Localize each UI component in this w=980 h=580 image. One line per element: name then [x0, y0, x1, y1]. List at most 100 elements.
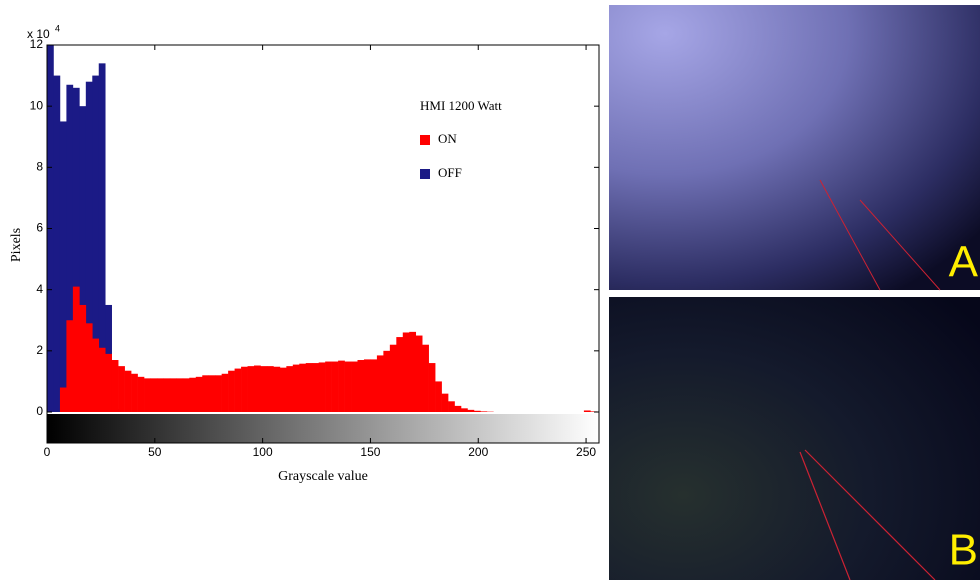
bar — [66, 320, 73, 412]
bar — [144, 378, 151, 412]
bar — [319, 362, 326, 412]
bar — [196, 377, 203, 412]
y-tick-label: 6 — [36, 221, 43, 235]
grayscale-strip — [47, 414, 599, 443]
bar — [474, 411, 481, 412]
photo — [609, 5, 980, 290]
page: 024681012050100150200250Grayscale valueP… — [0, 0, 980, 580]
legend-title: HMI 1200 Watt — [420, 98, 502, 113]
bar — [151, 378, 158, 412]
bar — [435, 381, 442, 412]
bar — [299, 364, 306, 412]
bar — [273, 367, 280, 412]
bar — [170, 378, 177, 412]
bar — [416, 336, 423, 412]
bar — [377, 355, 384, 412]
bar — [286, 366, 293, 412]
photo-b: B — [609, 297, 980, 580]
bar — [338, 361, 345, 412]
bar — [60, 121, 67, 412]
bar — [403, 332, 410, 412]
y-tick-label: 4 — [36, 282, 43, 296]
y-multiplier-exponent: 4 — [55, 23, 60, 33]
bar — [248, 366, 255, 412]
bar — [176, 378, 183, 412]
bar — [138, 377, 145, 412]
bar — [280, 368, 287, 412]
bar — [390, 345, 397, 412]
bar — [189, 378, 196, 412]
y-tick-label: 8 — [36, 160, 43, 174]
bar — [442, 394, 449, 412]
figure: 024681012050100150200250Grayscale valueP… — [0, 0, 980, 580]
bar — [325, 362, 332, 412]
bar — [422, 345, 429, 412]
bar — [383, 351, 390, 412]
bar — [131, 374, 138, 412]
bar — [112, 360, 119, 412]
legend-swatch — [420, 135, 430, 145]
bar — [228, 371, 235, 412]
bar — [345, 362, 352, 412]
bar — [312, 363, 319, 412]
bar — [267, 366, 274, 412]
bar — [254, 366, 261, 412]
bar — [209, 375, 216, 412]
bar — [480, 411, 487, 412]
photo-a: A — [609, 5, 980, 290]
bar — [260, 366, 267, 412]
bar — [60, 388, 67, 412]
x-tick-label: 50 — [148, 445, 162, 459]
bar — [99, 348, 106, 412]
y-tick-label: 10 — [30, 98, 44, 112]
x-tick-label: 100 — [253, 445, 273, 459]
bar — [429, 363, 436, 412]
bar — [396, 337, 403, 412]
bar — [157, 378, 164, 412]
bar — [455, 406, 462, 412]
bar — [448, 401, 455, 412]
bar — [409, 332, 416, 412]
y-multiplier: x 10 — [27, 27, 50, 41]
bar — [358, 360, 365, 412]
legend-label: ON — [438, 131, 457, 146]
x-tick-label: 150 — [360, 445, 380, 459]
x-axis-label: Grayscale value — [278, 469, 368, 484]
photo — [609, 297, 980, 580]
x-tick-label: 200 — [468, 445, 488, 459]
bar — [293, 365, 300, 412]
x-tick-label: 0 — [44, 445, 51, 459]
legend-label: OFF — [438, 165, 462, 180]
bar — [306, 363, 313, 412]
y-axis-label: Pixels — [9, 228, 24, 262]
photo-label: B — [949, 526, 978, 575]
bar — [202, 375, 209, 412]
bar — [73, 287, 80, 412]
bar — [86, 323, 93, 412]
bar — [467, 410, 474, 412]
bar — [215, 375, 222, 412]
bar — [92, 339, 99, 412]
x-tick-label: 250 — [576, 445, 596, 459]
bar — [105, 354, 112, 412]
y-tick-label: 2 — [36, 343, 43, 357]
bar — [79, 305, 86, 412]
legend-swatch — [420, 169, 430, 179]
bar — [163, 378, 170, 412]
bar — [183, 378, 190, 412]
bar — [332, 362, 339, 412]
bar — [461, 408, 468, 412]
bar — [125, 371, 132, 412]
y-tick-label: 0 — [36, 404, 43, 418]
bar — [118, 366, 125, 412]
bar — [235, 369, 242, 412]
bar — [222, 374, 229, 412]
bar — [364, 359, 371, 412]
bar — [241, 367, 248, 412]
photo-label: A — [949, 238, 979, 287]
bar — [53, 76, 60, 412]
bar — [351, 362, 358, 412]
bar — [584, 410, 591, 412]
bar — [370, 359, 377, 412]
